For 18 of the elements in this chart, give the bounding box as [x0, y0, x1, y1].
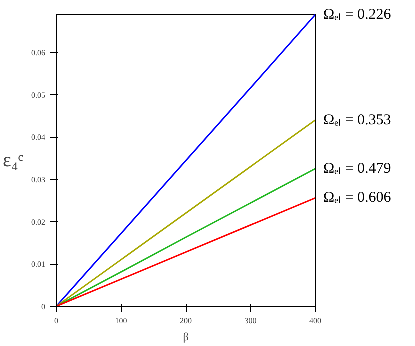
x-axis-title: β: [183, 332, 190, 344]
y-tick-label: 0.05: [32, 90, 46, 100]
y-tick-label: 0.06: [32, 48, 46, 58]
x-tick-label: 200: [180, 316, 192, 326]
series-label: Ωₑₗ = 0.226: [324, 6, 392, 23]
series-label: Ωₑₗ = 0.606: [324, 190, 392, 206]
y-tick-label: 0.04: [32, 133, 46, 142]
x-tick-label: 100: [115, 316, 128, 326]
y-tick-label: 0: [42, 302, 46, 312]
x-tick-label: 300: [244, 316, 257, 326]
x-tick-label: 0: [54, 316, 58, 326]
y-tick-label: 0.01: [32, 260, 46, 270]
y-axis-title: ε₄ᶜ: [3, 150, 24, 172]
series-label: Ωₑₗ = 0.479: [324, 160, 392, 177]
series-label: Ωₑₗ = 0.353: [324, 112, 392, 128]
y-tick-label: 0.03: [32, 176, 46, 185]
x-tick-label: 400: [310, 316, 322, 326]
y-tick-label: 0.02: [32, 218, 46, 227]
